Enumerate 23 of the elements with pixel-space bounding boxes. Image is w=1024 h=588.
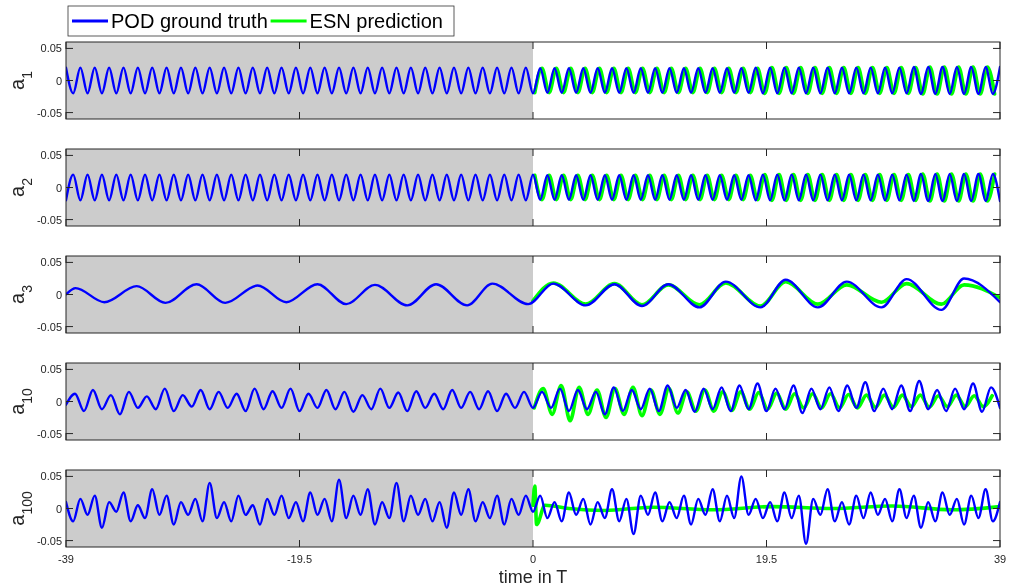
x-tick-label: -19.5 bbox=[286, 553, 313, 565]
y-tick-label: 0.05 bbox=[40, 256, 62, 269]
y-tick-label: 0 bbox=[55, 74, 62, 87]
x-axis-title: time in T bbox=[498, 567, 568, 587]
y-tick-label: -0.05 bbox=[36, 427, 62, 440]
x-tick-label: 0 bbox=[529, 553, 537, 565]
y-tick-label: 0.05 bbox=[40, 42, 62, 55]
y-tick-label: 0 bbox=[55, 502, 62, 515]
y-tick-label: 0 bbox=[55, 395, 62, 408]
y-tick-label: 0.05 bbox=[40, 470, 62, 483]
y-tick-label: -0.05 bbox=[36, 213, 62, 226]
y-tick-label: 0 bbox=[55, 288, 62, 301]
x-tick-label: -39 bbox=[58, 553, 74, 565]
legend-label: ESN prediction bbox=[309, 10, 444, 32]
y-tick-label: 0.05 bbox=[40, 363, 62, 376]
y-tick-label: -0.05 bbox=[36, 106, 62, 119]
x-tick-label: 19.5 bbox=[755, 553, 778, 565]
y-tick-label: 0 bbox=[55, 181, 62, 194]
legend-label: POD ground truth bbox=[111, 10, 268, 32]
y-tick-label: -0.05 bbox=[36, 534, 62, 547]
y-tick-label: 0.05 bbox=[40, 149, 62, 162]
x-tick-label: 39 bbox=[993, 553, 1007, 565]
y-tick-label: -0.05 bbox=[36, 320, 62, 333]
